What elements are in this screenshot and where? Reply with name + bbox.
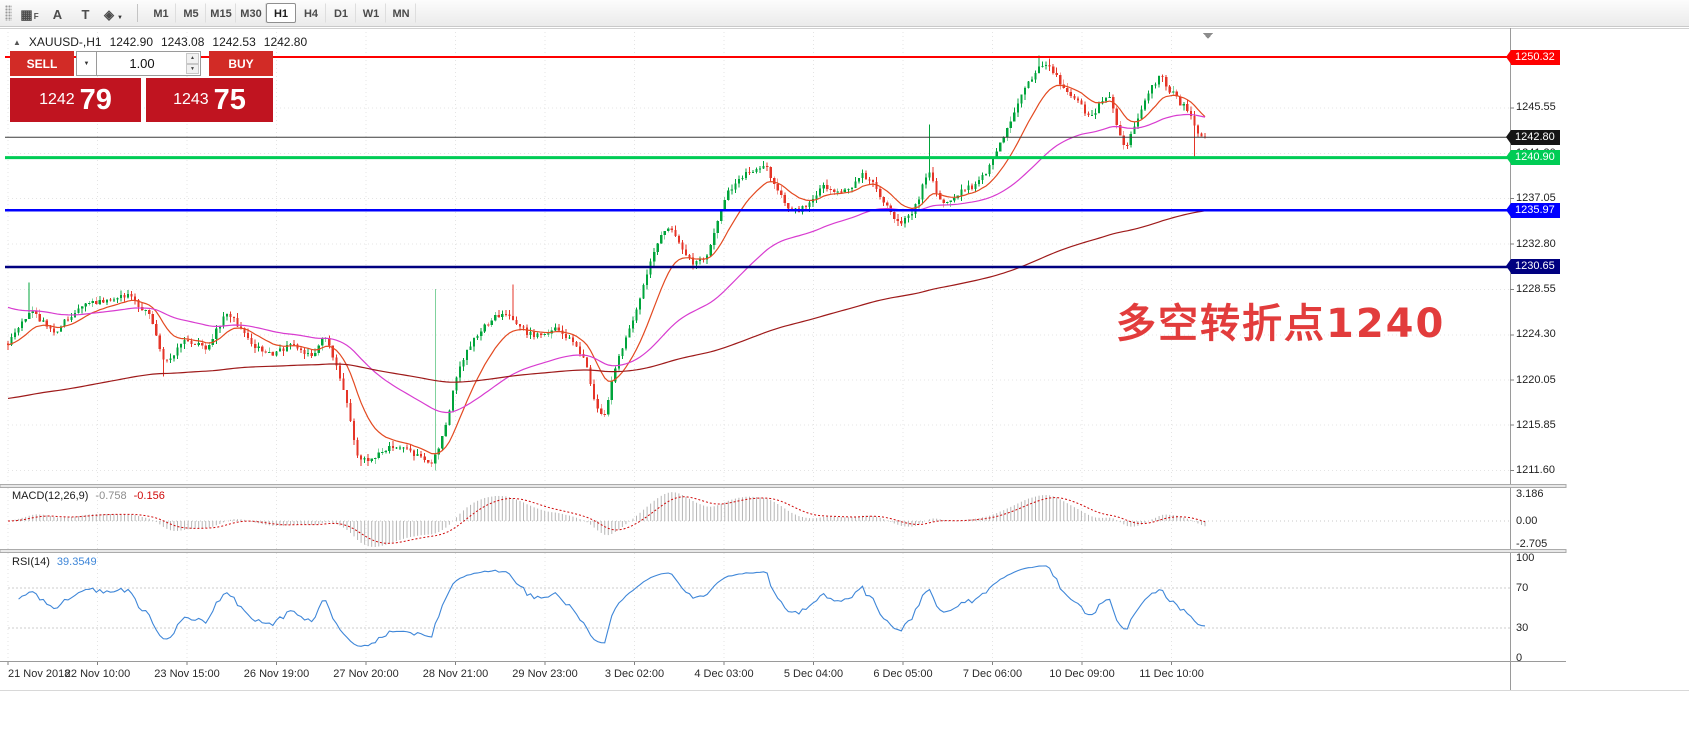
ohlc-low: 1242.53 (212, 35, 256, 49)
buy-button[interactable]: BUY (209, 51, 273, 76)
chart-grid-icon[interactable]: ▦ F (20, 7, 39, 22)
rsi-indicator (8, 565, 1510, 647)
ohlc-close: 1242.80 (263, 35, 308, 49)
ask-price-pips: 75 (213, 83, 246, 116)
chevron-down-icon: ▼ (83, 60, 90, 67)
volume-spinner: ▲ ▼ (186, 53, 199, 74)
macd-name: MACD(12,26,9) (12, 490, 89, 502)
pane-divider[interactable] (0, 484, 1567, 488)
timeframe-button-m30[interactable]: M30 (236, 3, 266, 23)
timeframe-button-h4[interactable]: H4 (296, 3, 326, 23)
shapes-tool-icon[interactable]: ◈ ▼ (104, 7, 123, 22)
bid-price-main: 1242 (39, 91, 75, 108)
chart-text-annotation[interactable]: 多空转折点1240 (1116, 301, 1446, 347)
toolbar-separator (137, 4, 138, 22)
one-click-trading-panel: SELL ▼ ▲ ▼ BUY 1242 79 1243 75 (10, 51, 276, 122)
chart-ohlc-header: ▲ XAUUSD-,H1 1242.90 1243.08 1242.53 124… (13, 35, 307, 49)
timeframe-button-d1[interactable]: D1 (326, 3, 356, 23)
timeframe-button-m15[interactable]: M15 (206, 3, 236, 23)
chart-shift-marker[interactable] (1203, 33, 1213, 39)
moving-averages (7, 84, 1206, 455)
sell-button[interactable]: SELL (10, 51, 74, 76)
volume-input[interactable] (97, 52, 200, 75)
rsi-name: RSI(14) (12, 556, 50, 568)
timeframe-button-m5[interactable]: M5 (176, 3, 206, 23)
macd-indicator (7, 492, 1510, 547)
macd-signal-value: -0.156 (133, 490, 165, 502)
chart-symbol-period: XAUUSD-,H1 (28, 35, 102, 49)
volume-field: ▲ ▼ (97, 51, 201, 76)
text-tool-icon[interactable]: T (81, 7, 90, 22)
ask-price-main: 1243 (173, 91, 209, 108)
timeframe-button-h1[interactable]: H1 (266, 3, 296, 23)
toolbar-grip[interactable] (5, 5, 12, 21)
rsi-label: RSI(14) 39.3549 (12, 556, 97, 568)
rsi-value: 39.3549 (56, 556, 97, 568)
volume-increase-button[interactable]: ▲ (186, 53, 199, 64)
toolbar-icons: ▦ F A T ◈ ▼ (17, 2, 129, 24)
timeframe-button-m1[interactable]: M1 (146, 3, 176, 23)
macd-label: MACD(12,26,9) -0.758 -0.156 (12, 490, 165, 502)
chart-grid-icon-sub: F (33, 12, 39, 21)
ask-quote-box[interactable]: 1243 75 (146, 78, 273, 122)
timeframe-buttons: M1 M5 M15 M30 H1 H4 D1 W1 MN (146, 3, 416, 23)
trade-panel-controls: SELL ▼ ▲ ▼ BUY (10, 51, 276, 76)
chevron-down-icon: ▼ (117, 15, 123, 21)
pane-divider[interactable] (0, 549, 1567, 553)
collapse-panel-icon[interactable]: ▲ (13, 37, 21, 47)
timeframe-button-w1[interactable]: W1 (356, 3, 386, 23)
bid-quote-box[interactable]: 1242 79 (10, 78, 141, 122)
bid-price-pips: 79 (79, 83, 112, 116)
grid-lines (7, 32, 1510, 660)
macd-main-value: -0.758 (95, 490, 127, 502)
volume-preset-dropdown[interactable]: ▼ (76, 51, 97, 76)
timeframe-button-mn[interactable]: MN (386, 3, 416, 23)
ohlc-open: 1242.90 (109, 35, 153, 49)
horizontal-price-lines[interactable] (5, 56, 1510, 269)
toolbar: ▦ F A T ◈ ▼ M1 M5 M15 M30 H1 H4 D1 W1 MN (0, 0, 1689, 27)
trade-panel-quotes: 1242 79 1243 75 (10, 78, 276, 122)
volume-decrease-button[interactable]: ▼ (186, 63, 199, 74)
chart-frame (0, 28, 1689, 691)
ohlc-high: 1243.08 (161, 35, 205, 49)
cursor-tool-icon[interactable]: A (52, 7, 63, 22)
